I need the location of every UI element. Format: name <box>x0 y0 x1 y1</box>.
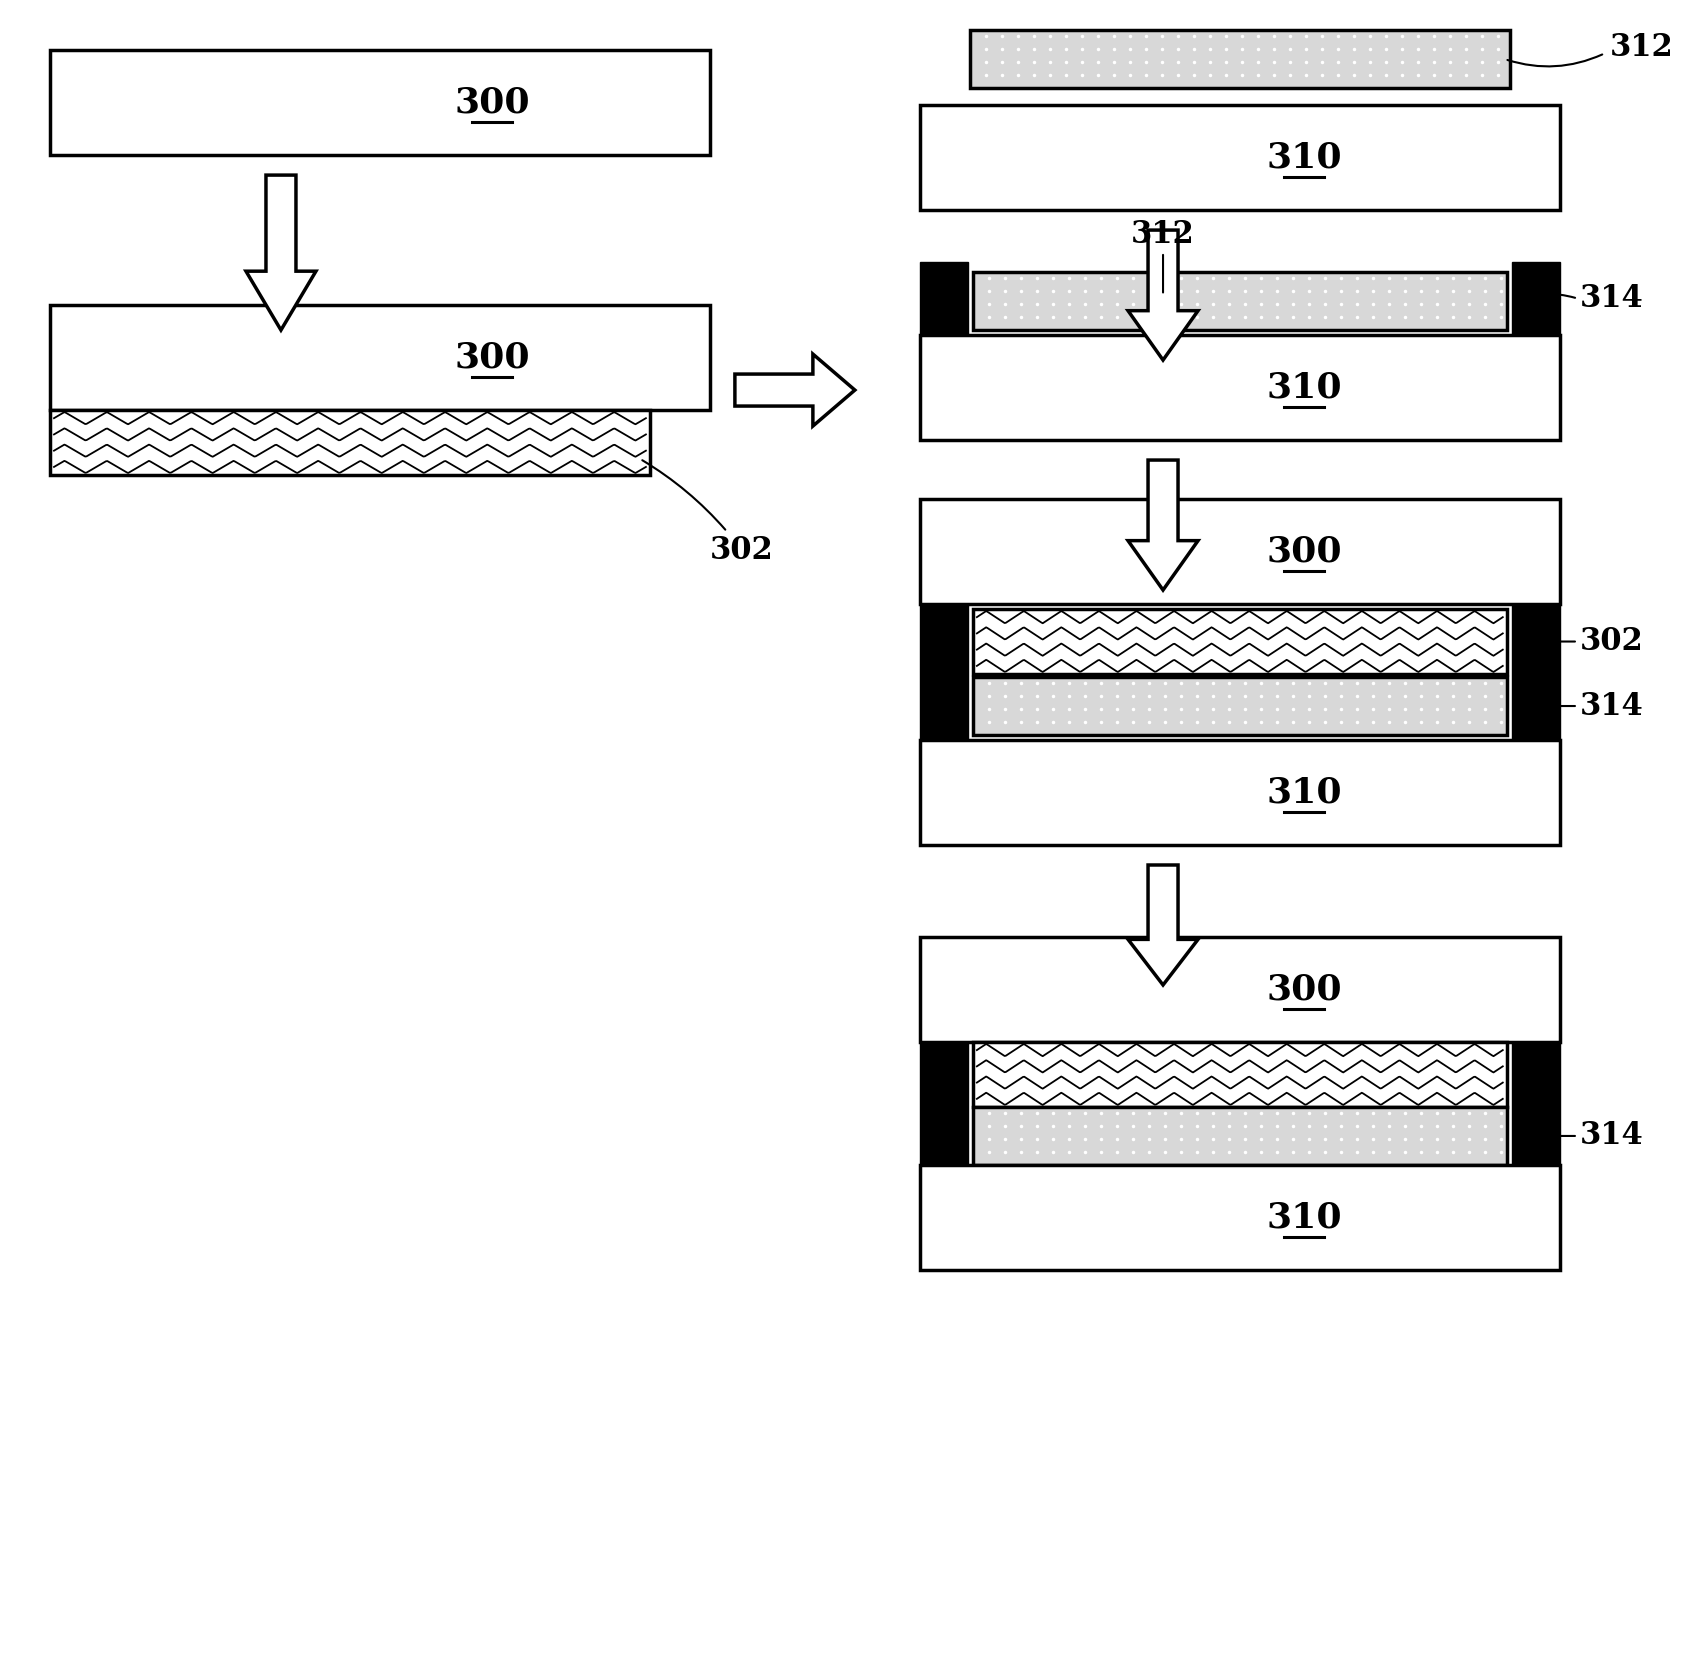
Bar <box>51 305 710 411</box>
Bar <box>919 499 1560 603</box>
Text: 300: 300 <box>454 85 530 119</box>
Text: 310: 310 <box>1265 370 1341 404</box>
Bar <box>919 106 1560 210</box>
Bar <box>1512 1042 1560 1165</box>
Text: 314: 314 <box>1579 691 1643 722</box>
Bar <box>973 272 1506 330</box>
Text: 310: 310 <box>1265 1200 1341 1235</box>
Text: 312: 312 <box>1132 220 1194 250</box>
Text: 314: 314 <box>1579 1121 1643 1151</box>
Bar <box>970 30 1510 89</box>
Text: 312: 312 <box>1609 32 1674 64</box>
Bar <box>919 741 1560 845</box>
Bar <box>1512 261 1560 335</box>
Text: 310: 310 <box>1265 141 1341 174</box>
Text: 300: 300 <box>1265 535 1341 568</box>
Bar <box>919 937 1560 1042</box>
Bar <box>1512 603 1560 741</box>
Polygon shape <box>1129 230 1198 360</box>
Bar <box>919 1042 968 1165</box>
Text: 302: 302 <box>643 461 774 565</box>
Polygon shape <box>1129 865 1198 985</box>
Polygon shape <box>736 354 855 426</box>
Bar <box>51 411 649 474</box>
Bar <box>919 603 968 741</box>
Bar <box>973 1106 1506 1165</box>
Polygon shape <box>246 174 315 330</box>
Bar <box>973 608 1506 674</box>
Bar <box>973 677 1506 736</box>
Text: 300: 300 <box>454 340 530 374</box>
Text: 302: 302 <box>1579 627 1643 657</box>
Bar <box>973 1042 1506 1106</box>
Text: 314: 314 <box>1579 283 1643 313</box>
Text: 300: 300 <box>1265 972 1341 1007</box>
Bar <box>919 1165 1560 1270</box>
Polygon shape <box>1129 459 1198 590</box>
Bar <box>919 335 1560 441</box>
Bar <box>51 50 710 156</box>
Bar <box>919 261 968 335</box>
Text: 310: 310 <box>1265 776 1341 810</box>
